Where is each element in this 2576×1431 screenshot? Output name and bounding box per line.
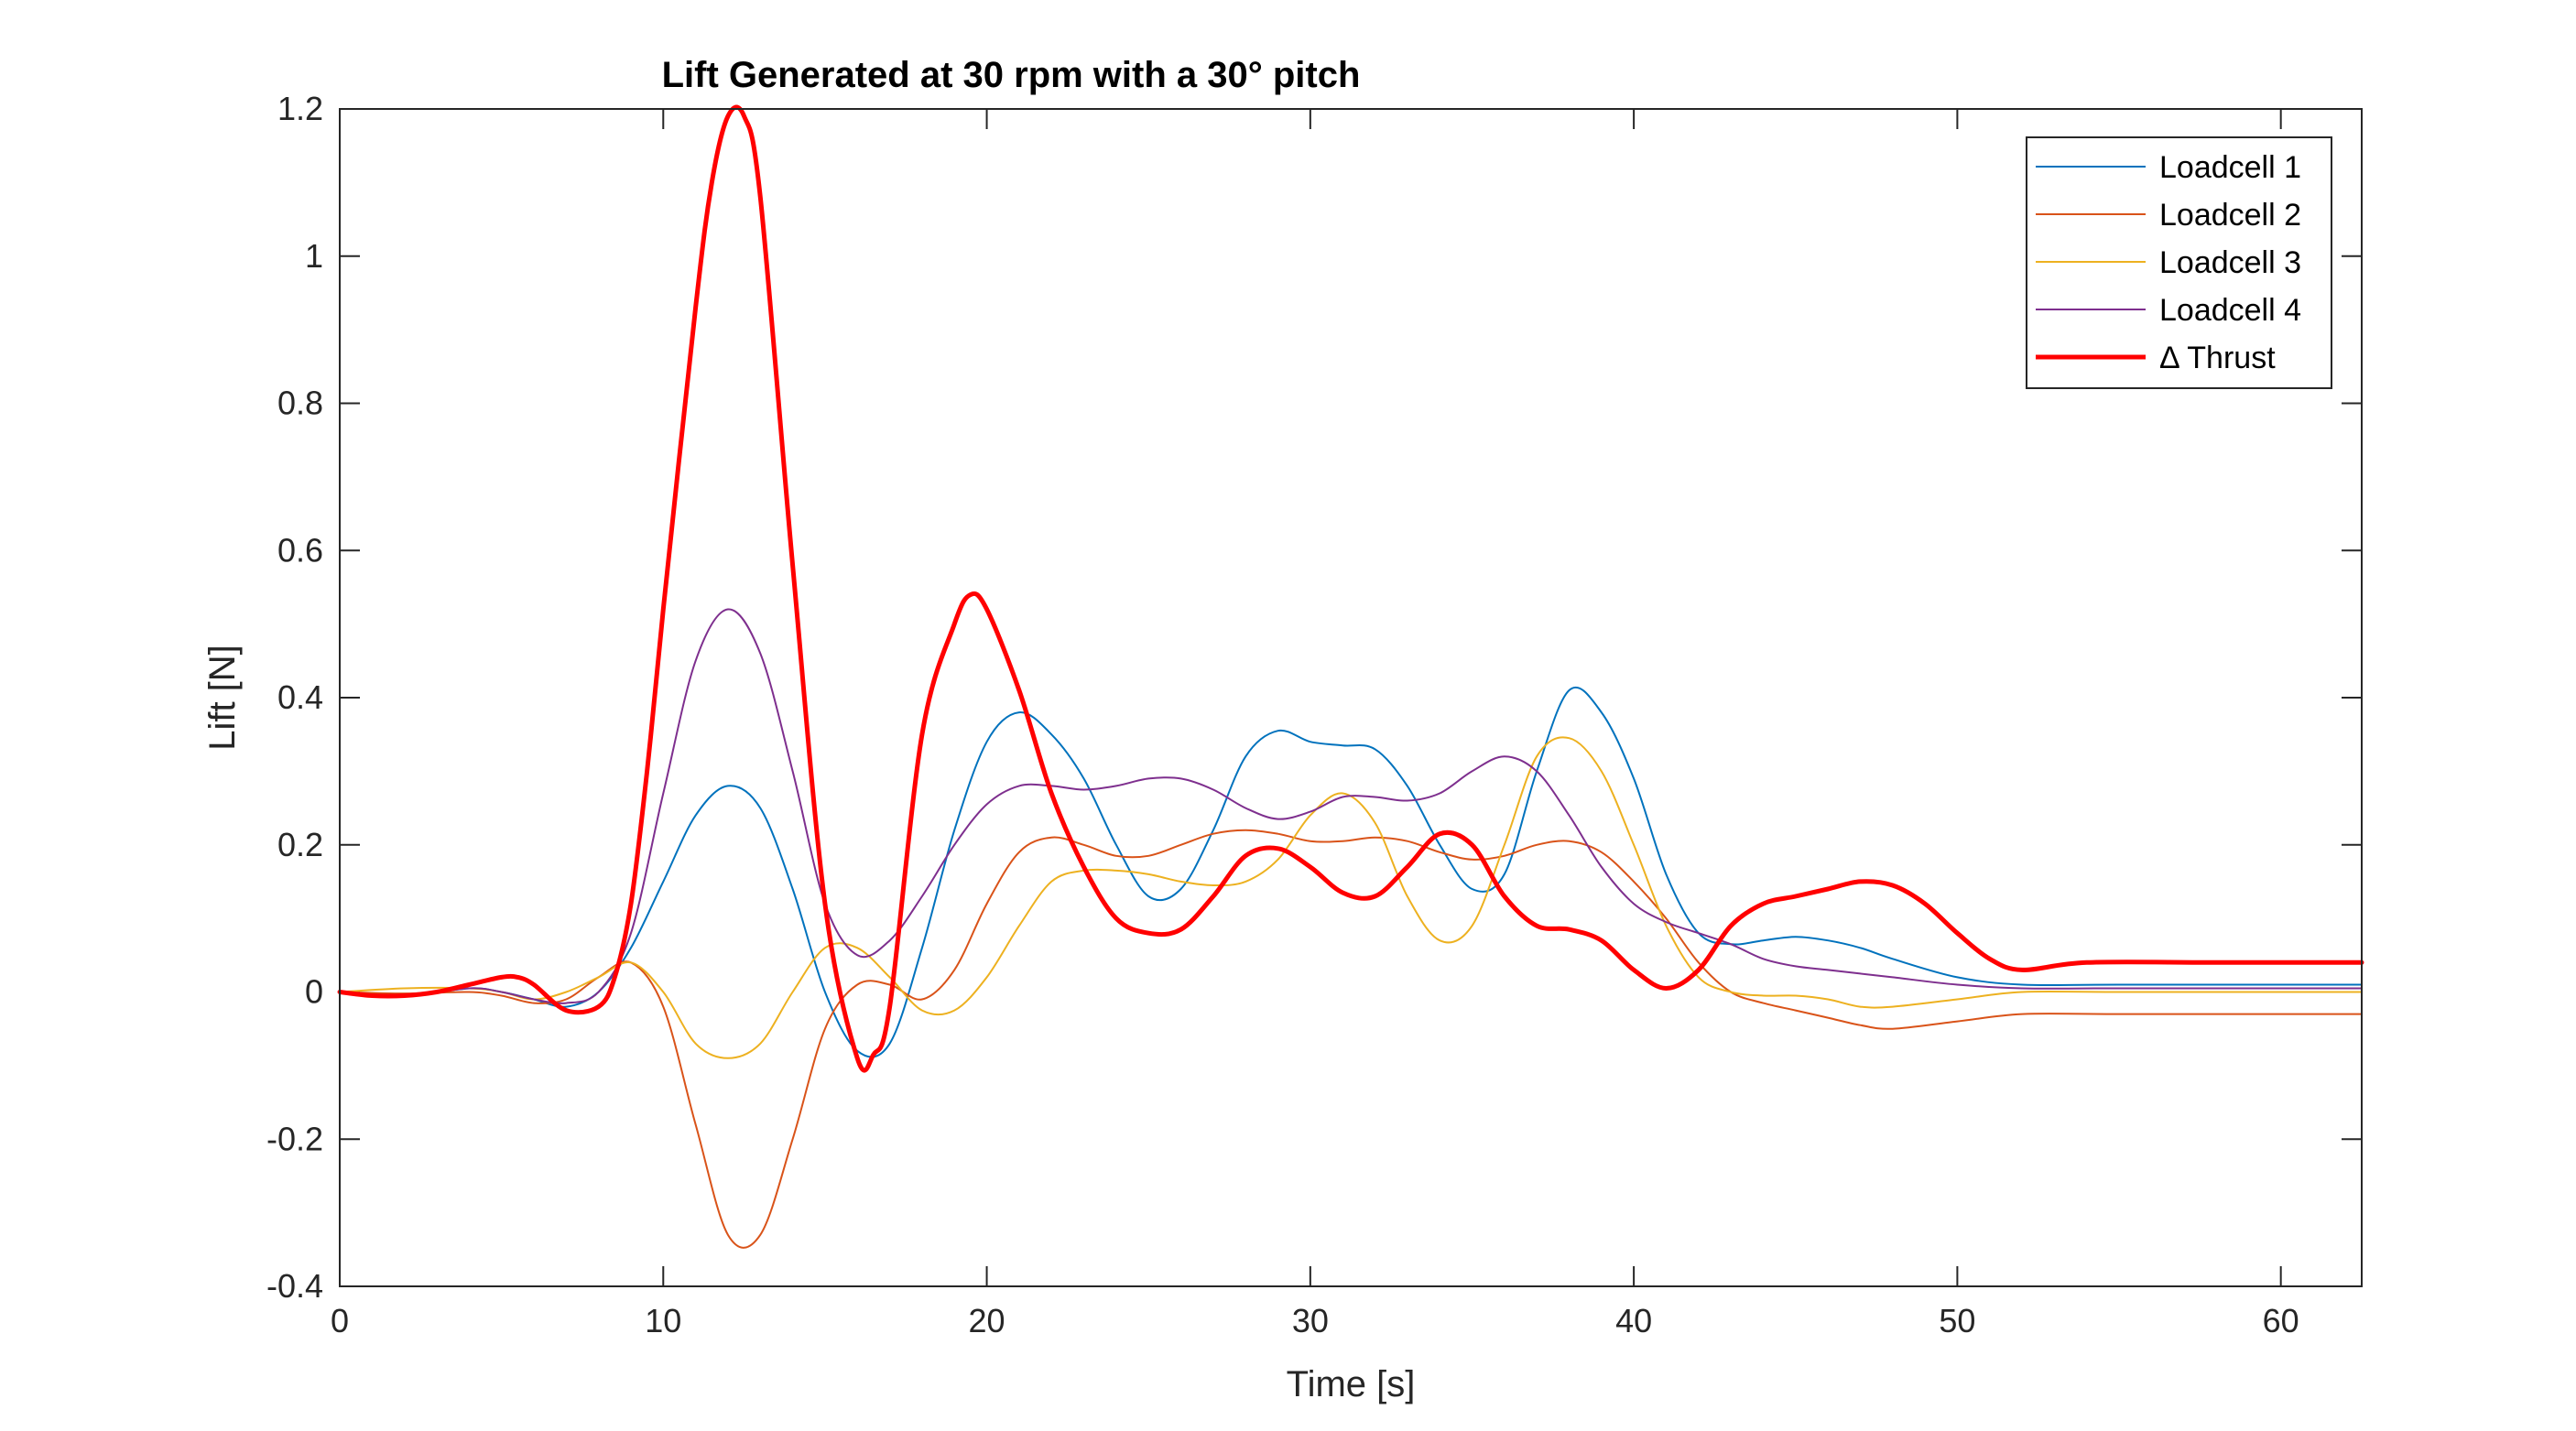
y-tick-label: 0.4 <box>277 678 323 716</box>
y-tick-label: 0.2 <box>277 826 323 863</box>
series-line-loadcell-3 <box>339 736 2363 1059</box>
y-axis-label: Lift [N] <box>202 645 243 751</box>
y-tick-label: 0 <box>305 973 323 1011</box>
series-layer <box>337 104 2364 1249</box>
x-tick-label: 50 <box>1939 1302 1975 1339</box>
x-tick-label: 60 <box>2263 1302 2299 1339</box>
x-tick-label: 40 <box>1615 1302 1652 1339</box>
plot-area-frame <box>339 108 2363 1287</box>
y-tick-label: 1.2 <box>277 90 323 127</box>
legend-label-loadcell-1: Loadcell 1 <box>2159 150 2301 185</box>
y-tick-label: 0.8 <box>277 385 323 422</box>
x-tick-label: 30 <box>1292 1302 1329 1339</box>
x-tick-label: 10 <box>645 1302 681 1339</box>
x-tick-label: 20 <box>969 1302 1005 1339</box>
legend-label-loadcell-4: Loadcell 4 <box>2159 293 2301 328</box>
x-axis-label: Time [s] <box>1287 1364 1416 1404</box>
legend-label-thrust: Δ Thrust <box>2159 341 2276 375</box>
y-tick-label: -0.4 <box>266 1267 323 1305</box>
legend: Loadcell 1 Loadcell 2 Loadcell 3 Loadcell 4… <box>2026 136 2332 389</box>
legend-label-loadcell-3: Loadcell 3 <box>2159 245 2301 280</box>
x-tick-label: 0 <box>331 1302 349 1339</box>
chart-title: Lift Generated at 30 rpm with a 30° pitc… <box>662 55 1361 95</box>
series-line-thrust <box>337 104 2364 1073</box>
series-line-loadcell-4 <box>339 608 2363 1004</box>
x-axis-ticks: 0 10 20 30 40 50 60 <box>331 109 2299 1339</box>
legend-label-loadcell-2: Loadcell 2 <box>2159 198 2301 233</box>
y-tick-label: 1 <box>305 237 323 275</box>
series-line-loadcell-1 <box>339 686 2363 1058</box>
series-line-loadcell-2 <box>339 829 2363 1249</box>
y-tick-label: -0.2 <box>266 1120 323 1157</box>
y-tick-label: 0.6 <box>277 531 323 569</box>
